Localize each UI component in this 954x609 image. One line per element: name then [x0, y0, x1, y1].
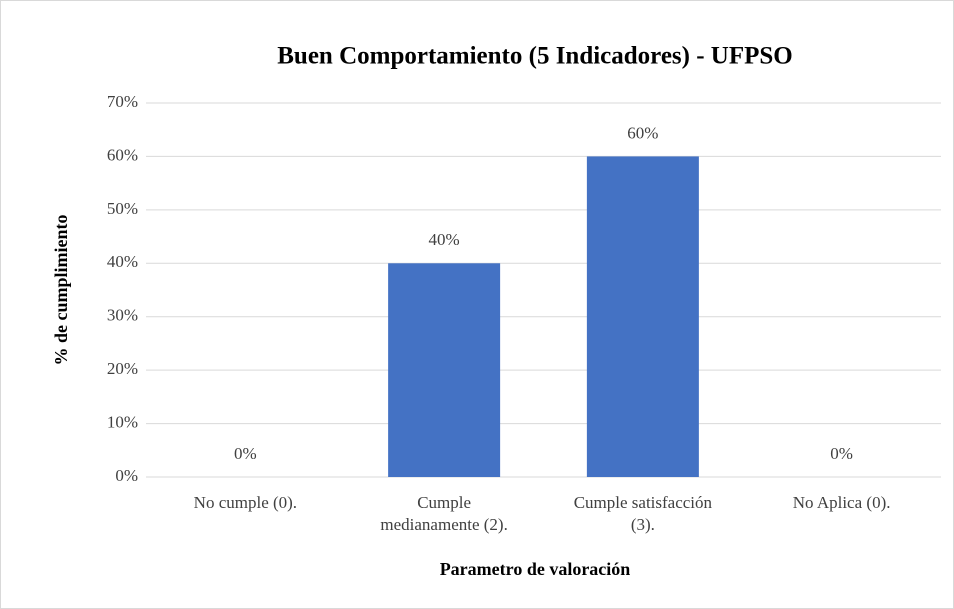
- y-tick-label: 60%: [107, 145, 138, 164]
- data-label: 40%: [429, 230, 460, 249]
- bar: [388, 263, 501, 477]
- y-axis-label: % de cumplimiento: [51, 215, 71, 366]
- x-tick-label: No cumple (0).: [193, 493, 298, 512]
- x-axis-label: Parametro de valoración: [440, 559, 631, 579]
- y-tick-label: 10%: [107, 412, 138, 431]
- x-tick-label: No Aplica (0).: [792, 493, 891, 512]
- data-label: 0%: [234, 444, 257, 463]
- x-tick-label: Cumple medianamente (2).: [380, 493, 508, 534]
- data-label: 60%: [627, 123, 658, 142]
- chart-title: Buen Comportamiento (5 Indicadores) - UF…: [277, 43, 793, 70]
- bar: [586, 156, 699, 477]
- y-tick-label: 30%: [107, 306, 138, 325]
- y-tick-label: 70%: [107, 92, 138, 111]
- y-tick-label: 40%: [107, 252, 138, 271]
- y-tick-label: 20%: [107, 359, 138, 378]
- y-tick-label: 50%: [107, 199, 138, 218]
- data-label: 0%: [830, 444, 853, 463]
- grid: [146, 102, 941, 478]
- y-tick-label: 0%: [115, 466, 138, 485]
- x-tick-label: Cumple satisfacción (3).: [573, 493, 713, 534]
